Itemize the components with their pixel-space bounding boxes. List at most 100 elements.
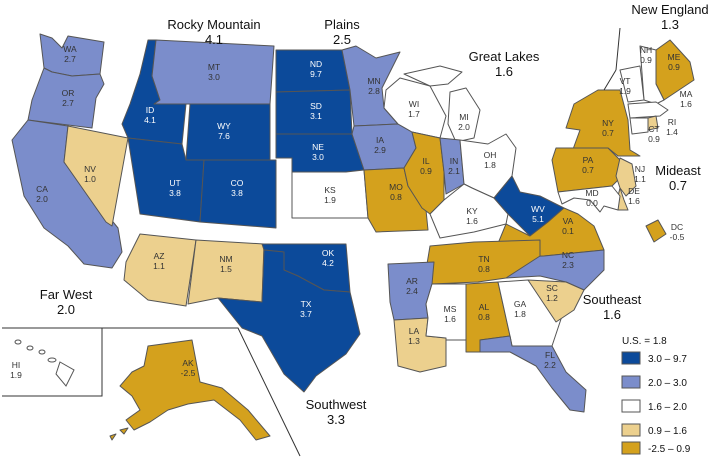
label-tn-value: 0.8 <box>478 264 490 274</box>
state-ak[interactable] <box>119 339 271 441</box>
inset-frame-new-england <box>603 27 621 91</box>
label-mi-value: 2.0 <box>458 122 470 132</box>
label-ma-value: 1.6 <box>680 99 692 109</box>
label-ny-code: NY <box>602 118 614 128</box>
state-sc[interactable] <box>527 279 585 323</box>
legend-title: U.S. = 1.8 <box>622 336 667 347</box>
state-or[interactable] <box>27 67 105 129</box>
label-ma-code: MA <box>680 89 693 99</box>
label-ia-value: 2.9 <box>374 145 386 155</box>
label-ar-code: AR <box>406 276 418 286</box>
label-hi-code: HI <box>12 360 21 370</box>
label-de-code: DE <box>628 186 640 196</box>
region-new-england-name: New England <box>631 2 708 17</box>
legend-swatch-3 <box>621 423 641 437</box>
state-hi[interactable] <box>14 339 75 387</box>
label-nv-code: NV <box>84 164 96 174</box>
region-rocky-mountain-value: 4.1 <box>205 32 223 47</box>
label-pa-code: PA <box>583 155 594 165</box>
label-ct-value: 0.9 <box>648 134 660 144</box>
label-mt-code: MT <box>208 62 220 72</box>
label-la-code: LA <box>409 326 420 336</box>
state-ct[interactable] <box>629 117 649 135</box>
label-ak-value: -2.5 <box>181 368 196 378</box>
region-mideast-name: Mideast <box>655 163 701 178</box>
label-mi-code: MI <box>459 112 468 122</box>
label-al-value: 0.8 <box>478 312 490 322</box>
region-southeast-name: Southeast <box>583 292 642 307</box>
region-southeast-value: 1.6 <box>603 307 621 322</box>
label-wi-code: WI <box>409 99 419 109</box>
state-fl[interactable] <box>479 335 587 413</box>
label-in-code: IN <box>450 156 459 166</box>
state-ma[interactable] <box>627 101 669 119</box>
ak-aleutians <box>109 427 129 441</box>
region-southwest-value: 3.3 <box>327 412 345 427</box>
label-wa-value: 2.7 <box>64 54 76 64</box>
label-ut-code: UT <box>169 178 180 188</box>
region-plains-name: Plains <box>324 17 360 32</box>
state-in[interactable] <box>439 137 465 195</box>
state-ny[interactable] <box>565 89 641 157</box>
label-tx-code: TX <box>301 299 312 309</box>
state-md[interactable] <box>557 185 621 213</box>
label-nh-code: NH <box>640 45 652 55</box>
label-ar-value: 2.4 <box>406 286 418 296</box>
label-az-value: 1.1 <box>153 261 165 271</box>
label-co-code: CO <box>231 178 244 188</box>
label-ri-code: RI <box>668 117 677 127</box>
region-southwest-name: Southwest <box>306 397 367 412</box>
label-sd-value: 3.1 <box>310 111 322 121</box>
state-pa[interactable] <box>551 147 623 193</box>
label-ms-code: MS <box>444 304 457 314</box>
legend-swatch-0 <box>621 351 641 365</box>
label-ca-value: 2.0 <box>36 194 48 204</box>
state-mt[interactable] <box>151 39 275 105</box>
state-tx[interactable] <box>217 249 361 393</box>
label-dc-value: -0.5 <box>670 232 685 242</box>
state-ri[interactable] <box>647 115 659 131</box>
label-ak-code: AK <box>182 358 194 368</box>
label-md-code: MD <box>585 188 598 198</box>
state-labels: WA 2.7 OR 2.7 CA 2.0 NV 1.0 ID 4.1 MT 3.… <box>10 44 693 380</box>
region-plains-value: 2.5 <box>333 32 351 47</box>
legend-label-3: 0.9 – 1.6 <box>648 426 687 437</box>
state-mi[interactable] <box>403 65 481 143</box>
label-sc-code: SC <box>546 283 558 293</box>
label-hi-value: 1.9 <box>10 370 22 380</box>
label-ok-code: OK <box>322 248 335 258</box>
region-great-lakes-name: Great Lakes <box>469 49 540 64</box>
label-ks-code: KS <box>324 185 336 195</box>
inset-frame-hawaii <box>2 327 103 397</box>
label-wi-value: 1.7 <box>408 109 420 119</box>
label-oh-value: 1.8 <box>484 160 496 170</box>
label-ne-code: NE <box>312 142 324 152</box>
legend-swatch-1 <box>621 375 641 389</box>
label-nh-value: 0.9 <box>640 55 652 65</box>
label-me-value: 0.9 <box>668 62 680 72</box>
state-vt[interactable] <box>619 65 645 103</box>
state-dc[interactable] <box>645 219 667 243</box>
label-wv-value: 5.1 <box>532 214 544 224</box>
inset-frame-alaska <box>102 327 301 457</box>
label-al-code: AL <box>479 302 490 312</box>
state-nv[interactable] <box>63 125 129 227</box>
label-mn-value: 2.8 <box>368 86 380 96</box>
label-ca-code: CA <box>36 184 48 194</box>
label-vt-code: VT <box>620 76 631 86</box>
legend-swatch-2 <box>621 399 641 413</box>
label-tn-code: TN <box>478 254 489 264</box>
state-nj[interactable] <box>615 157 637 197</box>
region-great-lakes-value: 1.6 <box>495 64 513 79</box>
label-co-value: 3.8 <box>231 188 243 198</box>
state-mn[interactable] <box>341 45 401 127</box>
label-mt-value: 3.0 <box>208 72 220 82</box>
label-or-code: OR <box>62 88 75 98</box>
label-mo-code: MO <box>389 182 403 192</box>
label-ga-value: 1.8 <box>514 309 526 319</box>
label-il-value: 0.9 <box>420 166 432 176</box>
legend-label-2: 1.6 – 2.0 <box>648 402 687 413</box>
state-co[interactable] <box>199 159 277 229</box>
label-or-value: 2.7 <box>62 98 74 108</box>
